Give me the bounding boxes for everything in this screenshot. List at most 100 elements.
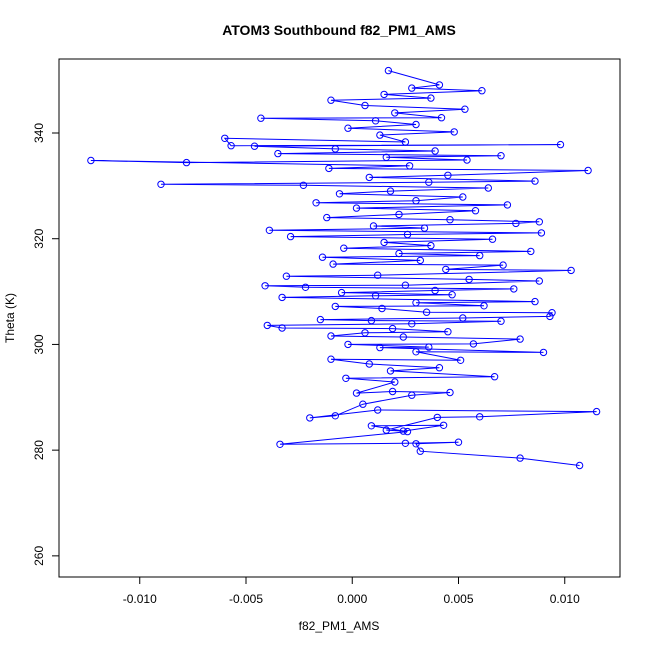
data-point (382, 153, 390, 162)
x-axis: -0.010 -0.005 0.000 0.005 0.010 (123, 577, 580, 606)
data-point (403, 427, 412, 436)
data-point (371, 117, 380, 125)
data-point (484, 184, 492, 192)
data-point (444, 171, 452, 180)
data-point (380, 238, 388, 247)
data-point (412, 299, 420, 307)
data-point (386, 187, 395, 195)
data-point (537, 229, 546, 237)
data-point (327, 96, 335, 104)
x-tick-label: 0.010 (550, 592, 580, 606)
x-tick-label: -0.010 (123, 592, 157, 606)
data-point (427, 241, 435, 250)
data-point (331, 302, 339, 311)
data-point (388, 387, 397, 396)
data-point (371, 292, 380, 300)
data-point (497, 317, 505, 325)
data-point (344, 124, 352, 132)
data-point (399, 333, 407, 341)
data-point (250, 142, 259, 150)
x-tick-label: 0.000 (337, 592, 367, 606)
data-point (278, 293, 286, 302)
data-point (337, 288, 346, 297)
data-point (342, 374, 350, 382)
data-point (323, 213, 331, 222)
data-point (367, 422, 376, 430)
data-point (548, 309, 556, 317)
data-point (584, 166, 592, 175)
data-point (427, 94, 435, 102)
series-layer (87, 66, 601, 470)
data-point (408, 320, 416, 328)
data-point (510, 285, 518, 293)
data-point (478, 87, 486, 95)
data-point (335, 190, 344, 198)
data-point (456, 356, 465, 364)
data-point (490, 373, 499, 381)
data-point (318, 253, 327, 261)
data-point (401, 281, 410, 289)
data-point (265, 226, 274, 235)
y-tick-label: 320 (32, 228, 46, 248)
data-point (344, 340, 352, 349)
data-point (412, 197, 420, 205)
data-point (359, 400, 367, 408)
data-point (378, 304, 386, 313)
data-point (374, 406, 382, 414)
data-point (422, 308, 431, 316)
y-axis-label: Theta (K) (3, 293, 17, 343)
data-point (257, 114, 265, 122)
data-point (442, 265, 450, 274)
data-point (405, 162, 414, 170)
data-point (535, 277, 543, 285)
chart-title: ATOM3 Southbound f82_PM1_AMS (222, 22, 456, 38)
data-point (261, 282, 269, 290)
data-point (465, 275, 473, 284)
data-point (435, 364, 444, 372)
data-point (412, 440, 420, 448)
data-point (516, 454, 524, 462)
data-point (531, 177, 539, 185)
data-point (376, 131, 384, 139)
y-tick-label: 280 (32, 440, 46, 460)
data-point (286, 232, 295, 241)
data-point (527, 247, 535, 256)
data-point (450, 128, 458, 136)
data-point (327, 355, 335, 363)
data-point (263, 321, 271, 330)
series-line (90, 70, 597, 466)
data-point (278, 324, 286, 332)
data-point (408, 84, 416, 92)
data-point (312, 199, 320, 207)
plot-area (58, 58, 621, 578)
data-point (435, 81, 444, 89)
x-axis-label: f82_PM1_AMS (299, 619, 380, 633)
data-point (399, 427, 407, 435)
data-point (374, 271, 382, 279)
data-point (416, 256, 424, 265)
data-point (408, 391, 416, 399)
data-point (221, 134, 229, 143)
data-point (395, 210, 403, 219)
data-point (403, 230, 412, 239)
data-point (361, 101, 369, 110)
data-point (401, 439, 410, 447)
data-point (329, 260, 337, 268)
data-point (386, 367, 395, 375)
data-point (454, 438, 463, 446)
data-point (488, 235, 497, 243)
data-point (395, 249, 403, 258)
data-point (431, 147, 439, 155)
data-point (331, 412, 339, 420)
data-point (420, 224, 429, 232)
data-point (503, 201, 512, 209)
data-point (425, 178, 433, 186)
data-point (157, 180, 165, 189)
data-point (459, 193, 467, 201)
data-point (480, 302, 488, 310)
data-point (535, 218, 543, 226)
y-tick-label: 260 (32, 546, 46, 566)
data-point (331, 145, 339, 153)
data-point (446, 216, 454, 224)
data-point (567, 266, 575, 275)
